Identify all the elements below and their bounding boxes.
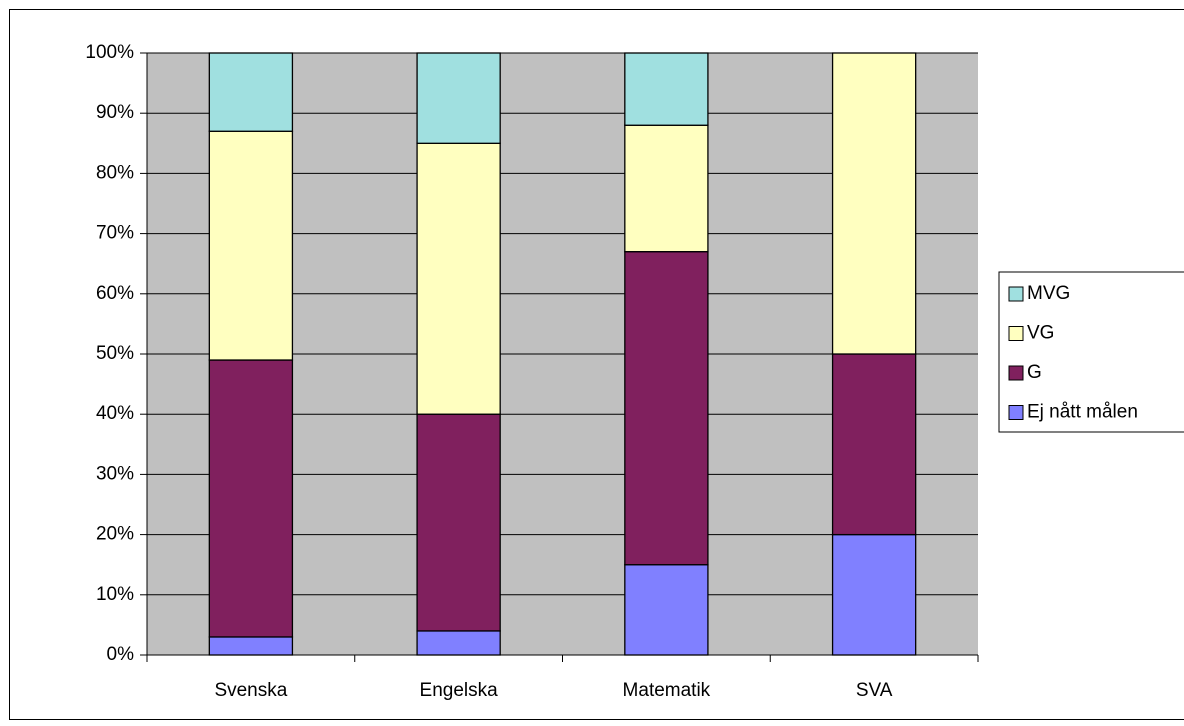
bar-segment [208,636,294,656]
y-tick-label: 50% [96,343,134,364]
legend-swatch [1008,326,1024,341]
y-tick-label: 30% [96,463,134,484]
bar-segment [831,353,917,536]
y-tick-label: 100% [85,42,134,63]
y-tick-label: 20% [96,524,134,545]
bar-segment [624,251,709,566]
bar-segment [208,359,294,638]
x-tick-label: SVA [856,680,893,701]
legend-box [998,271,1184,433]
x-tick-label: Engelska [420,680,499,701]
legend-swatch [1008,405,1024,420]
bar-segment [416,413,501,632]
y-tick-label: 80% [96,162,134,183]
bar-segment [208,52,294,132]
bar-segment [208,130,294,361]
y-tick-label: 40% [96,403,134,424]
legend-swatch [1008,365,1024,381]
bar-segment [624,564,709,656]
bar-segment [416,52,501,144]
bar-segment [624,124,709,253]
y-tick-label: 0% [107,644,135,665]
x-tick-label: Matematik [623,680,711,701]
x-tick-label: Svenska [214,680,287,701]
y-tick-label: 10% [96,584,134,605]
legend-label: G [1027,362,1042,383]
bar-segment [416,142,501,415]
legend-swatch [1008,286,1024,302]
legend-label: VG [1027,323,1054,344]
legend-label: Ej nått målen [1027,402,1138,423]
legend-label: MVG [1027,283,1070,304]
bar-segment [624,52,709,126]
y-tick-label: 70% [96,223,134,244]
y-tick-label: 60% [96,283,134,304]
bar-segment [416,630,501,656]
y-tick-label: 90% [96,102,134,123]
bar-segment [831,533,917,656]
bar-segment [831,52,917,355]
